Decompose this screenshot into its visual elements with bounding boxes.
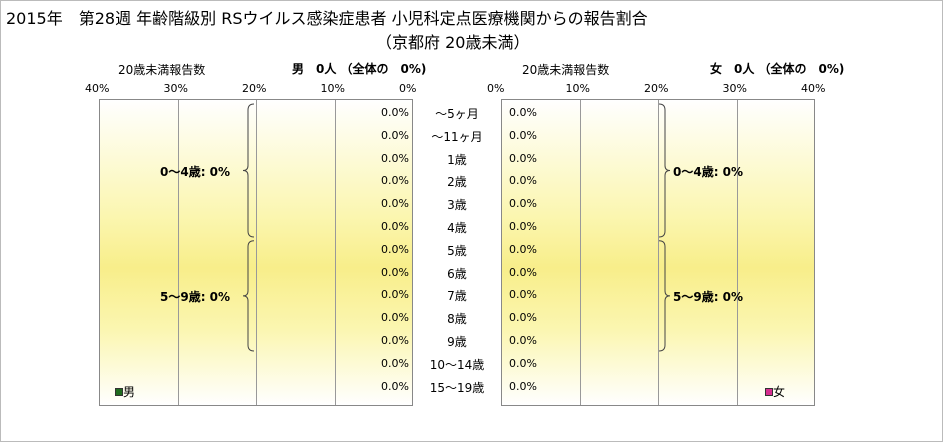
- category-label: 10～14歳: [429, 357, 485, 372]
- category-label: 4歳: [447, 221, 467, 235]
- right-value-label: 0.0%: [509, 128, 537, 142]
- right-value-label: 0.0%: [509, 220, 537, 233]
- left-gridline: [256, 100, 257, 405]
- left-group-label: 5～9歳: 0%: [160, 289, 231, 304]
- left-value-label: 0.0%: [381, 174, 409, 188]
- left-value-label: 0.0%: [381, 197, 409, 211]
- right-tick-label: 20%: [644, 82, 669, 95]
- left-header: 男 0人 （全体の 0%): [292, 60, 426, 77]
- left-tick-label: 40%: [85, 82, 110, 95]
- right-value-label: 0.0%: [509, 242, 537, 256]
- left-gridline: [177, 100, 179, 405]
- category-label: 15～19歳: [429, 380, 485, 395]
- right-value-label: 0.0%: [509, 311, 537, 325]
- right-value-label: 0.0%: [509, 379, 537, 393]
- category-label: 2歳: [447, 175, 467, 190]
- left-tick-label: 30%: [163, 82, 188, 95]
- right-axis-label: 20歳未満報告数: [522, 63, 610, 77]
- right-tick-label: 40%: [801, 82, 826, 95]
- left-legend-label: 男: [123, 385, 136, 399]
- left-value-label: 0.0%: [381, 128, 409, 142]
- left-value-label: 0.0%: [381, 334, 409, 347]
- right-value-label: 0.0%: [509, 288, 537, 302]
- right-value-label: 0.0%: [509, 174, 537, 188]
- category-label: 3歳: [447, 198, 467, 213]
- category-label: 7歳: [447, 289, 467, 304]
- left-tick-label: 20%: [242, 82, 267, 95]
- left-value-label: 0.0%: [381, 220, 409, 233]
- left-value-label: 0.0%: [381, 379, 409, 393]
- right-value-label: 0.0%: [509, 197, 537, 211]
- right-value-label: 0.0%: [509, 106, 537, 119]
- category-label: 8歳: [447, 312, 467, 327]
- left-value-label: 0.0%: [381, 288, 409, 302]
- category-label: ～5ヶ月: [435, 107, 479, 121]
- left-value-label: 0.0%: [381, 106, 409, 119]
- left-value-label: 0.0%: [381, 151, 409, 165]
- right-group-label: 0～4歳: 0%: [673, 164, 744, 179]
- left-group-label: 0～4歳: 0%: [160, 164, 231, 179]
- chart-title: 2015年 第28週 年齢階級別 RSウイルス感染症患者 小児科定点医療機関から…: [6, 9, 648, 28]
- right-tick-label: 0%: [487, 82, 505, 95]
- right-value-label: 0.0%: [509, 356, 537, 370]
- right-header: 女 0人 （全体の 0%): [710, 60, 844, 77]
- right-value-label: 0.0%: [509, 334, 537, 347]
- right-tick-label: 10%: [565, 82, 590, 95]
- left-plot-area: [99, 99, 413, 406]
- left-axis-label: 20歳未満報告数: [118, 63, 206, 77]
- right-value-label: 0.0%: [509, 265, 537, 279]
- left-tick-label: 10%: [320, 82, 345, 95]
- right-gridline: [658, 100, 659, 405]
- left-value-label: 0.0%: [381, 356, 409, 370]
- category-label: ～11ヶ月: [431, 129, 483, 144]
- left-header-text: 男 0人 （全体の 0%): [292, 62, 427, 76]
- chart-subtitle: （京都府 20歳未満）: [376, 33, 530, 52]
- right-gridline: [736, 100, 738, 405]
- right-tick-label: 30%: [722, 82, 747, 95]
- left-value-label: 0.0%: [381, 311, 409, 325]
- right-group-label: 5～9歳: 0%: [673, 289, 744, 304]
- left-gridline: [334, 100, 336, 405]
- right-header-text: 女 0人 （全体の 0%): [710, 62, 845, 76]
- category-label: 1歳: [447, 152, 467, 167]
- left-value-label: 0.0%: [381, 265, 409, 279]
- right-gridline: [579, 100, 581, 405]
- right-legend-label: 女: [773, 385, 786, 399]
- category-label: 6歳: [447, 266, 467, 281]
- left-tick-label: 0%: [399, 82, 417, 95]
- category-label: 5歳: [447, 243, 467, 258]
- left-legend-swatch: [115, 388, 123, 396]
- category-label: 9歳: [447, 335, 467, 349]
- right-value-label: 0.0%: [509, 151, 537, 165]
- left-value-label: 0.0%: [381, 242, 409, 256]
- right-plot-area: [501, 99, 815, 406]
- right-legend-swatch: [765, 388, 773, 396]
